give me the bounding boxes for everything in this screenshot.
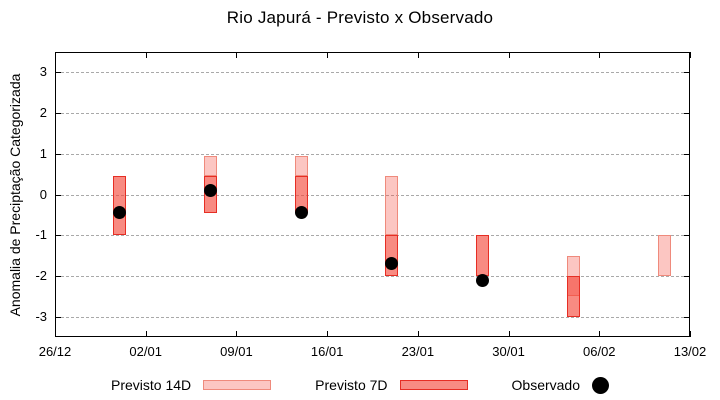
legend-label-observado: Observado bbox=[511, 377, 580, 393]
x-tick-label: 26/12 bbox=[38, 344, 72, 359]
previsto-14d-bar bbox=[385, 176, 399, 236]
x-tick-label: 06/02 bbox=[583, 344, 616, 359]
x-tick-mark bbox=[417, 52, 419, 58]
y-tick-mark bbox=[55, 194, 61, 196]
observado-dot bbox=[113, 206, 127, 220]
legend-label-previsto-14d: Previsto 14D bbox=[111, 377, 192, 393]
x-tick-mark bbox=[145, 52, 147, 58]
x-tick-mark bbox=[236, 52, 238, 58]
observado-dot bbox=[204, 183, 217, 197]
x-tick-mark bbox=[508, 52, 510, 58]
x-tick-mark bbox=[55, 331, 56, 337]
previsto-14d-swatch-icon bbox=[203, 380, 272, 390]
previsto-7d-bar bbox=[476, 235, 490, 276]
x-tick-mark bbox=[690, 331, 691, 337]
gridline bbox=[56, 194, 689, 196]
previsto-7d-bar bbox=[566, 275, 580, 317]
chart-title: Rio Japurá - Previsto x Observado bbox=[226, 8, 494, 27]
y-tick-mark bbox=[684, 72, 690, 74]
y-tick-label: -1 bbox=[35, 227, 47, 243]
x-tick-mark bbox=[417, 331, 419, 337]
gridline bbox=[56, 113, 689, 115]
legend: Previsto 14D Previsto 7D Observado bbox=[0, 372, 720, 398]
x-tick-label: 16/01 bbox=[310, 344, 344, 359]
observado-dot bbox=[385, 257, 399, 271]
previsto-14d-bar bbox=[294, 155, 308, 177]
gridline bbox=[56, 72, 689, 74]
legend-label-previsto-7d: Previsto 7D bbox=[315, 377, 388, 393]
y-tick-mark bbox=[55, 275, 61, 277]
y-tick-mark bbox=[684, 113, 690, 115]
y-tick-label: 2 bbox=[39, 105, 47, 121]
x-tick-label: 30/01 bbox=[492, 344, 525, 359]
previsto-14d-bar bbox=[657, 235, 671, 276]
x-tick-label: 02/01 bbox=[129, 344, 162, 359]
axis-frame bbox=[55, 52, 690, 337]
x-tick-mark bbox=[599, 52, 601, 58]
observado-dot bbox=[294, 206, 308, 220]
gridline bbox=[56, 316, 689, 318]
x-tick-mark bbox=[55, 52, 56, 58]
y-tick-mark bbox=[55, 235, 61, 237]
y-tick-mark bbox=[684, 316, 690, 318]
gridline bbox=[56, 153, 689, 155]
y-tick-mark bbox=[55, 72, 61, 74]
y-tick-mark bbox=[684, 153, 690, 155]
previsto-14d-bar bbox=[204, 155, 217, 177]
y-tick-mark bbox=[55, 153, 61, 155]
x-tick-mark bbox=[327, 331, 329, 337]
x-tick-label: 13/02 bbox=[673, 344, 707, 359]
gridline bbox=[56, 275, 689, 277]
x-tick-mark bbox=[327, 52, 329, 58]
y-tick-mark bbox=[55, 316, 61, 318]
y-tick-label: 3 bbox=[39, 64, 47, 80]
y-tick-mark bbox=[684, 275, 690, 277]
observado-dot-icon bbox=[592, 376, 609, 394]
x-tick-mark bbox=[690, 52, 691, 58]
previsto-7d-swatch-icon bbox=[399, 380, 468, 390]
legend-item-previsto-7d: Previsto 7D bbox=[315, 377, 468, 393]
y-tick-label: 1 bbox=[39, 145, 47, 161]
x-tick-mark bbox=[236, 331, 238, 337]
x-tick-mark bbox=[599, 331, 601, 337]
y-tick-label: -2 bbox=[35, 267, 47, 283]
x-tick-mark bbox=[508, 331, 510, 337]
y-tick-label: -3 bbox=[35, 308, 47, 324]
x-tick-label: 09/01 bbox=[220, 344, 253, 359]
gridline bbox=[56, 235, 689, 237]
legend-item-observado: Observado bbox=[511, 376, 609, 394]
x-tick-mark bbox=[145, 331, 147, 337]
x-tick-label: 23/01 bbox=[401, 344, 435, 359]
observado-dot bbox=[476, 273, 490, 287]
y-tick-label: 0 bbox=[39, 186, 47, 202]
legend-item-previsto-14d: Previsto 14D bbox=[111, 377, 272, 393]
previsto-7d-bar bbox=[113, 176, 127, 236]
y-tick-mark bbox=[684, 235, 690, 237]
y-tick-mark bbox=[55, 113, 61, 115]
y-tick-mark bbox=[684, 194, 690, 196]
